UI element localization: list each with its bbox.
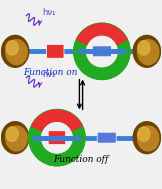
Circle shape xyxy=(138,127,150,141)
Text: Function off: Function off xyxy=(53,155,109,164)
FancyBboxPatch shape xyxy=(92,46,111,57)
Circle shape xyxy=(138,40,159,65)
Circle shape xyxy=(133,122,161,154)
FancyBboxPatch shape xyxy=(47,44,64,58)
Text: hν₂: hν₂ xyxy=(42,70,56,79)
FancyBboxPatch shape xyxy=(48,131,66,145)
Circle shape xyxy=(6,126,27,151)
Circle shape xyxy=(1,122,29,154)
FancyBboxPatch shape xyxy=(97,132,116,143)
Circle shape xyxy=(6,41,18,55)
Circle shape xyxy=(1,35,29,67)
Text: hν₁: hν₁ xyxy=(42,8,56,17)
Circle shape xyxy=(6,127,18,141)
Text: Function on: Function on xyxy=(23,68,78,77)
Circle shape xyxy=(6,40,27,65)
Circle shape xyxy=(138,126,159,151)
Circle shape xyxy=(138,41,150,55)
Circle shape xyxy=(133,35,161,67)
